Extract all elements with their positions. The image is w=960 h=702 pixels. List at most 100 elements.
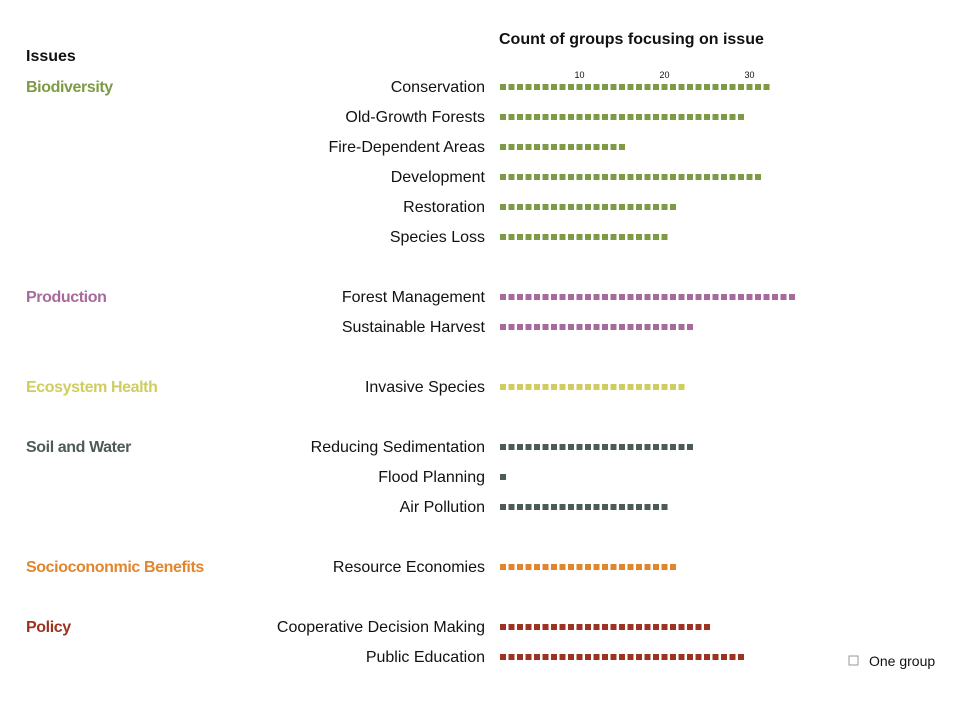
group-square	[704, 624, 710, 630]
issue-label: Species Loss	[390, 229, 485, 246]
group-square	[559, 204, 566, 210]
group-square	[661, 84, 668, 90]
category-group: Ecosystem Health Invasive Species	[26, 379, 685, 396]
group-square	[738, 654, 744, 660]
group-square	[525, 564, 532, 570]
issue-label: Forest Management	[342, 289, 486, 306]
group-square	[542, 174, 549, 180]
group-square	[721, 654, 727, 660]
group-square	[661, 114, 668, 120]
group-square	[534, 444, 540, 450]
bar-row: Fire-Dependent Areas	[328, 139, 625, 156]
group-square	[712, 174, 719, 180]
issue-label: Air Pollution	[400, 499, 485, 516]
group-square	[542, 324, 549, 330]
group-square	[653, 624, 659, 630]
group-square	[542, 504, 549, 510]
group-square	[568, 324, 574, 330]
group-square	[593, 624, 600, 630]
group-square	[517, 144, 523, 150]
group-square	[644, 294, 651, 300]
group-square	[559, 144, 566, 150]
group-square	[585, 564, 591, 570]
group-square	[542, 294, 549, 300]
group-square	[695, 84, 702, 90]
group-square	[508, 624, 515, 630]
group-square	[542, 114, 549, 120]
group-square	[687, 174, 693, 180]
group-square	[670, 564, 676, 570]
group-square	[627, 234, 634, 240]
group-square	[678, 174, 685, 180]
group-square	[678, 324, 685, 330]
issue-label: Flood Planning	[378, 469, 485, 486]
group-square	[576, 144, 583, 150]
group-square	[704, 114, 710, 120]
group-square	[661, 204, 668, 210]
group-square	[670, 654, 676, 660]
issue-label: Fire-Dependent Areas	[328, 139, 485, 156]
group-square	[568, 384, 574, 390]
group-square	[593, 654, 600, 660]
group-square	[585, 174, 591, 180]
legend-swatch	[848, 655, 859, 666]
group-square	[559, 294, 566, 300]
group-square	[704, 654, 710, 660]
issue-label: Restoration	[403, 199, 485, 216]
group-square	[542, 234, 549, 240]
group-square	[551, 564, 557, 570]
group-square	[568, 444, 574, 450]
group-square	[636, 84, 642, 90]
bar-row: Development	[391, 169, 761, 186]
group-square	[568, 84, 574, 90]
group-square	[508, 654, 515, 660]
group-square	[500, 624, 506, 630]
group-square	[653, 114, 659, 120]
chart-title: Count of groups focusing on issue	[499, 31, 764, 48]
group-square	[517, 654, 523, 660]
group-square	[610, 234, 617, 240]
group-square	[661, 384, 668, 390]
group-square	[517, 294, 523, 300]
group-square	[508, 444, 515, 450]
group-square	[517, 234, 523, 240]
group-square	[525, 324, 532, 330]
group-square	[695, 294, 702, 300]
group-square	[585, 144, 591, 150]
bar-row: Old-Growth Forests	[345, 109, 744, 126]
group-square	[602, 174, 608, 180]
group-square	[661, 294, 668, 300]
group-square	[610, 384, 617, 390]
group-square	[500, 384, 506, 390]
group-square	[551, 144, 557, 150]
bar-row: Resource Economies	[333, 559, 676, 576]
group-square	[738, 84, 744, 90]
group-square	[653, 324, 659, 330]
category-label: Soil and Water	[26, 439, 131, 456]
group-square	[593, 384, 600, 390]
group-square	[534, 654, 540, 660]
group-square	[534, 564, 540, 570]
group-square	[559, 654, 566, 660]
group-square	[500, 84, 506, 90]
group-square	[508, 384, 515, 390]
group-square	[602, 204, 608, 210]
group-square	[593, 444, 600, 450]
group-square	[627, 204, 634, 210]
group-square	[619, 174, 625, 180]
group-square	[678, 294, 685, 300]
group-square	[551, 624, 557, 630]
group-square	[508, 234, 515, 240]
group-square	[712, 114, 719, 120]
group-square	[627, 114, 634, 120]
group-square	[517, 384, 523, 390]
group-square	[525, 444, 532, 450]
group-square	[627, 654, 634, 660]
group-square	[542, 564, 549, 570]
group-square	[644, 504, 651, 510]
group-square	[593, 174, 600, 180]
group-square	[559, 504, 566, 510]
group-square	[729, 654, 736, 660]
group-square	[712, 294, 719, 300]
